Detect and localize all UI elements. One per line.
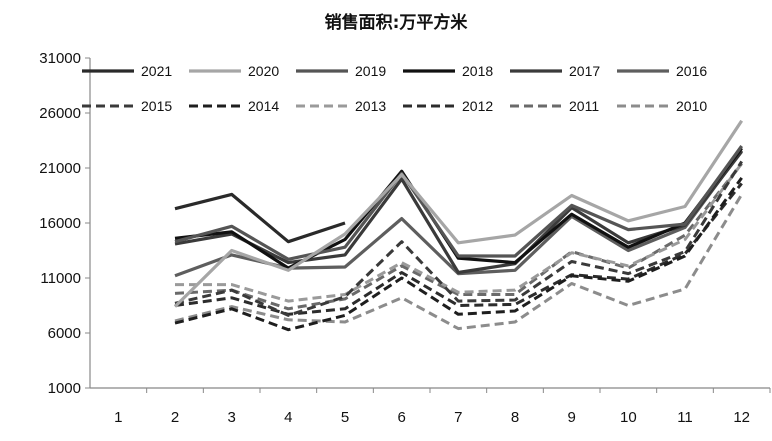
legend-item-2012: 2012	[403, 98, 493, 114]
legend-item-2017: 2017	[510, 63, 600, 79]
legend-item-2011: 2011	[510, 98, 599, 114]
legend-label: 2018	[462, 63, 493, 79]
y-tick-label: 6000	[48, 325, 81, 342]
legend-label: 2016	[676, 63, 707, 79]
legend-label: 2010	[676, 98, 707, 114]
x-tick-label: 2	[171, 409, 179, 426]
y-tick-label: 31000	[39, 50, 81, 67]
x-tick-label: 7	[454, 409, 462, 426]
x-tick-label: 11	[677, 409, 693, 426]
series-line-2018	[174, 147, 743, 270]
series-line-2020	[173, 119, 744, 308]
y-tick-label: 21000	[39, 160, 81, 177]
y-tick-label: 16000	[39, 215, 81, 232]
x-tick-label: 8	[511, 409, 519, 426]
legend-label: 2021	[141, 63, 172, 79]
legend-label: 2019	[355, 63, 386, 79]
series-line-2021	[174, 192, 346, 244]
x-tick-label: 10	[620, 409, 637, 426]
series-line-2015	[174, 160, 743, 317]
legend-item-2014: 2014	[189, 98, 279, 114]
legend-label: 2015	[141, 98, 172, 114]
series-line-2014	[174, 177, 743, 332]
x-tick-label: 5	[341, 409, 349, 426]
y-tick-label: 1000	[48, 380, 81, 397]
series-line-2017	[174, 150, 743, 275]
y-tick-label: 11000	[40, 270, 81, 287]
y-tick-label: 26000	[39, 105, 81, 122]
legend-label: 2011	[569, 98, 599, 114]
x-tick-label: 3	[227, 409, 235, 426]
series-line-2019	[174, 145, 743, 261]
x-tick-label: 4	[284, 409, 292, 426]
legend-item-2021: 2021	[82, 63, 172, 79]
legend-item-2016: 2016	[617, 63, 707, 79]
series-line-2010	[174, 193, 743, 331]
series-layer	[173, 119, 744, 332]
legend-label: 2012	[462, 98, 493, 114]
legend-item-2010: 2010	[617, 98, 707, 114]
legend-item-2015: 2015	[82, 98, 172, 114]
legend-item-2020: 2020	[189, 63, 279, 79]
legend-label: 2014	[248, 98, 279, 114]
series-line-2012	[174, 182, 743, 316]
x-tick-label: 1	[114, 409, 122, 426]
legend-item-2018: 2018	[403, 63, 493, 79]
x-tick-label: 12	[733, 409, 750, 426]
series-line-2013	[175, 162, 743, 303]
legend-label: 2013	[355, 98, 386, 114]
legend-item-2013: 2013	[296, 98, 386, 114]
x-tick-label: 6	[397, 409, 405, 426]
legend-label: 2020	[248, 63, 279, 79]
legend-item-2019: 2019	[296, 63, 386, 79]
chart-title: 销售面积:万平方米	[325, 12, 469, 33]
legend: 2021 2020 2019 2018 2017 2016 2015 2014 2013 2012…	[82, 63, 707, 114]
x-tick-label: 9	[567, 409, 575, 426]
legend-label: 2017	[569, 63, 600, 79]
